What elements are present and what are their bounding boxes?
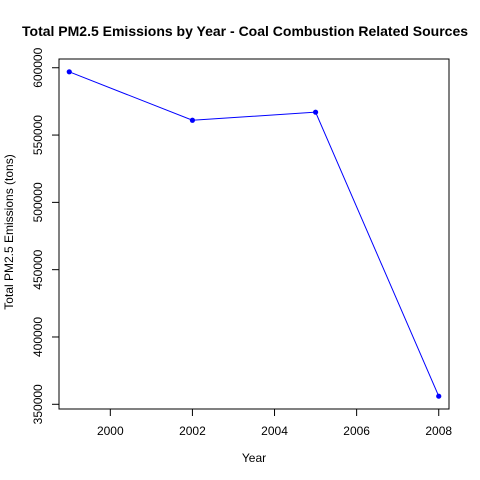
data-point xyxy=(436,393,442,399)
y-tick-label: 450000 xyxy=(31,249,45,289)
data-point xyxy=(312,109,319,115)
y-tick-label: 600000 xyxy=(31,47,45,87)
y-axis-label: Total PM2.5 Emissions (tons) xyxy=(2,154,16,309)
data-point xyxy=(189,117,196,123)
y-tick-label: 400000 xyxy=(31,317,45,357)
y-tick-label: 550000 xyxy=(31,115,45,155)
data-point xyxy=(66,69,72,75)
x-tick-label: 2006 xyxy=(343,424,370,438)
y-tick-label: 350000 xyxy=(31,384,45,424)
chart-title: Total PM2.5 Emissions by Year - Coal Com… xyxy=(22,23,468,39)
x-tick-label: 2004 xyxy=(261,424,288,438)
x-tick-label: 2002 xyxy=(179,424,206,438)
y-tick-label: 500000 xyxy=(31,182,45,222)
x-tick-label: 2000 xyxy=(97,424,124,438)
x-tick-label: 2008 xyxy=(425,424,452,438)
x-axis-label: Year xyxy=(242,451,266,465)
series-line xyxy=(69,71,440,397)
plot-layer: 2000 2002 2004 2006 2008 350000 400000 450000 50… xyxy=(31,47,452,438)
